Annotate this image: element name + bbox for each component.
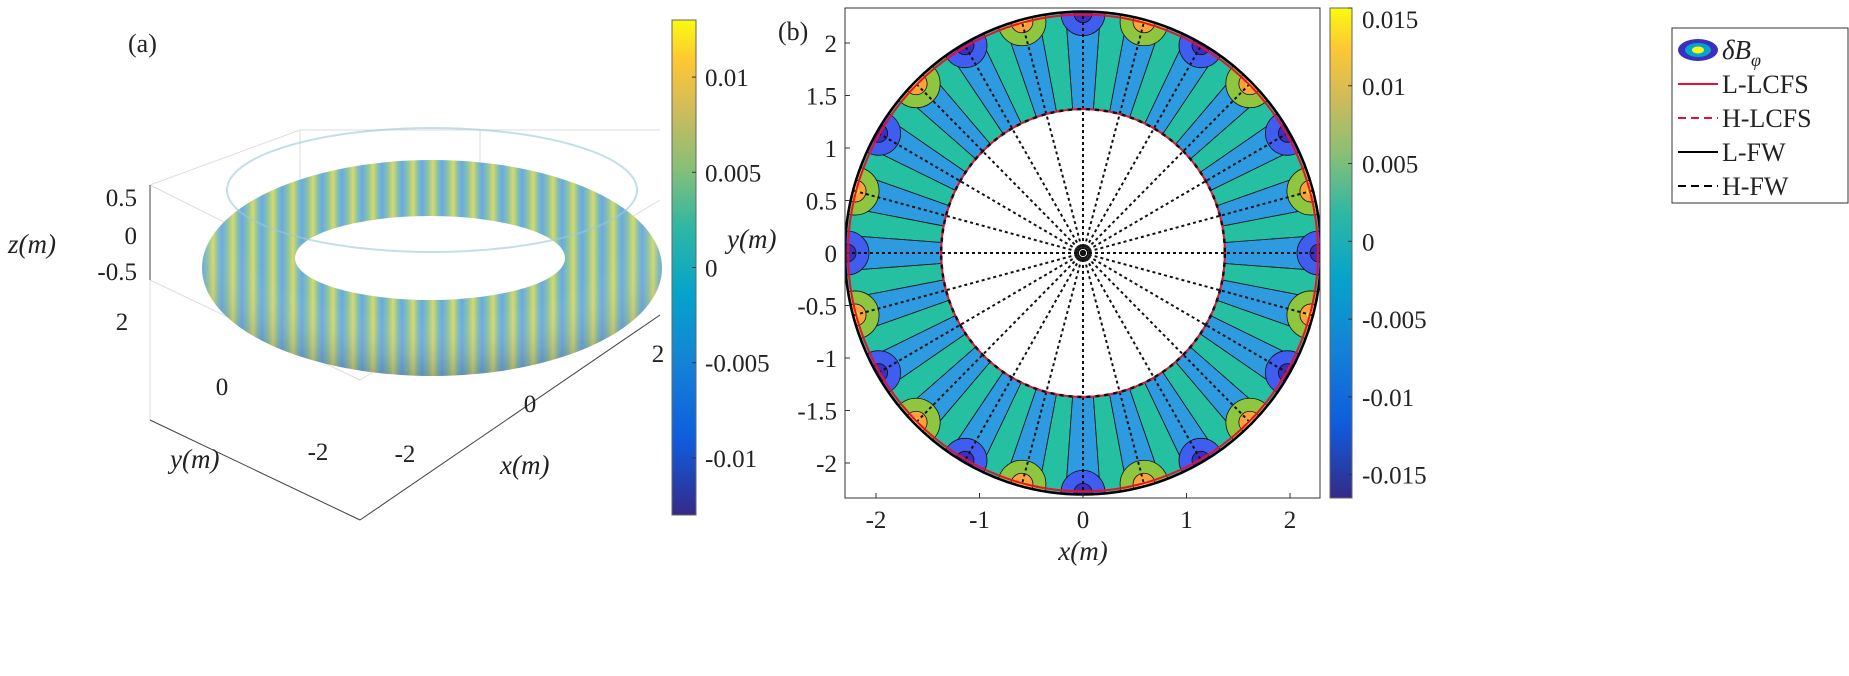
h-fw-spoke [1082,131,1290,254]
legend-label: H-LCFS [1722,104,1812,133]
y-tick-label: 0 [216,374,229,401]
torus-hole [295,216,565,300]
h-fw-spoke [1020,252,1084,487]
z-tick-label: 0 [125,223,138,250]
x-tick-label: -1 [969,507,990,534]
h-lcfs-boundary [940,108,1226,398]
y-tick-label: -2 [308,439,329,466]
x-tick-label: 1 [1180,507,1193,534]
colorbar-b [1329,7,1353,499]
y-tick-label: 0.5 [806,189,837,216]
h-fw-spoke [876,252,1084,375]
panel-b: -2 -1 0 1 2 2 1.5 1 0.5 0 -0.5 -1 -1.5 -2 x(m) (b) 0.015… [778,7,1849,566]
y-tick-label: -0.5 [797,294,837,321]
colorbar-tick-label: -0.005 [705,351,770,378]
h-fw-spoke [1082,81,1253,254]
h-fw-spoke [913,252,1084,425]
h-fw-spoke [963,43,1084,254]
x-axis-line [359,314,661,521]
center-marker [1077,247,1089,259]
colorbar-tick-label: 0.01 [705,65,749,92]
h-fw-spoke [852,189,1084,254]
h-fw-spoke [1082,252,1146,487]
colorbar-tick-label: -0.01 [1362,385,1414,412]
h-fw-spoke [963,252,1084,463]
panel-label-a: (a) [128,29,157,58]
h-fw-spoke [1082,252,1290,375]
z-tick-label: -0.5 [97,259,137,286]
legend-contour-icon-core [1692,46,1704,54]
x-tick-label: 0 [1077,507,1090,534]
h-fw-spoke [1082,252,1203,463]
colorbar-tick-label: -0.005 [1362,307,1427,334]
x-axis-label: x(m) [1057,536,1107,566]
contour-dark-lobe [1073,483,1093,498]
colorbar-tick-label: 0 [1362,229,1375,256]
x-tick-label: -2 [395,441,416,468]
y-tick-label: 2 [116,309,129,336]
h-fw-spoke [1082,43,1203,254]
y-axis-label: y(m) [167,444,219,474]
y-tick-label: 1 [825,136,838,163]
h-fw-spoke [1082,189,1314,254]
colorbar-tick-label: 0.005 [1362,152,1418,179]
h-fw-spoke [876,131,1084,254]
contour-dark-lobe [1073,8,1093,23]
y-tick-label: 0 [825,241,838,268]
x-axis-label: x(m) [499,450,549,480]
y-tick-label: 2 [825,31,838,58]
y-axis-line [149,419,361,521]
colorbar-tick-label: 0.015 [1362,7,1418,34]
h-fw-spoke [852,252,1084,317]
x-tick-label: -2 [866,507,887,534]
h-fw-spoke [1082,252,1253,425]
z-axis-label: z(m) [7,229,56,259]
legend-label: L-LCFS [1722,70,1809,99]
z-tick-label: 0.5 [106,185,137,212]
outer-mask [845,8,1320,498]
colorbar-tick-label: 0 [705,256,718,283]
h-fw-spoke [913,81,1084,254]
colorbar-tick-label: -0.015 [1362,463,1427,490]
torus-top-ridge [226,127,638,253]
legend-label: H-FW [1722,172,1789,201]
y-tick-label: -1 [816,346,837,373]
grid-line [149,129,301,186]
legend-subscript: φ [1751,50,1761,70]
x-tick-label: 2 [1284,507,1297,534]
plot-area [845,8,1320,498]
y-tick-label: -1.5 [797,399,837,426]
colorbar-tick-label: -0.01 [705,446,757,473]
colorbar-tick-label: 0.005 [705,160,761,187]
x-tick-label: 0 [524,391,537,418]
h-fw-spoke [1082,19,1146,254]
panel-label-b: (b) [778,17,808,46]
legend-label: L-FW [1722,138,1786,167]
y-tick-label: -2 [816,451,837,478]
h-fw-spoke [1020,19,1084,254]
colorbar-label: y(m) [724,224,776,254]
x-tick-label: 2 [652,341,665,368]
panel-a: (a) 0.5 0 -0.5 2 0 -2 -2 0 2 z(m) y(m) x(m) 0.01 0.005… [7,19,776,521]
colorbar-tick-label: 0.01 [1362,74,1406,101]
y-tick-label: 1.5 [806,84,837,111]
h-fw-spoke [1082,252,1314,317]
